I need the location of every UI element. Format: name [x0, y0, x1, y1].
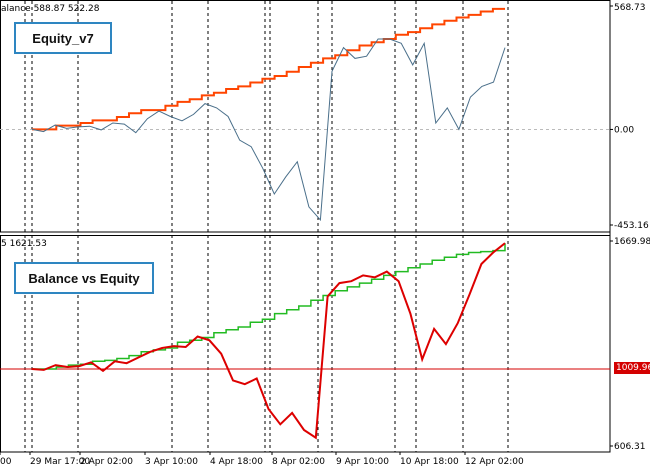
series-layer — [31, 7, 506, 440]
bottom-max-label: 1669.98 — [614, 237, 650, 247]
x-axis-label-8: 12 Apr 02:00 — [465, 457, 524, 467]
top-balance-line — [32, 7, 505, 131]
current-value-label: 1009.96 — [614, 362, 650, 374]
bottom-min-label: 606.31 — [614, 442, 646, 452]
axis-layer: alance 588.87 522.28 5 1621.53 568.73 0.00 -… — [0, 3, 650, 467]
bottom-balance-line — [32, 243, 506, 370]
x-axis-label-5: 8 Apr 02:00 — [272, 457, 325, 467]
x-axis-label-7: 10 Apr 18:00 — [400, 457, 459, 467]
balance-vs-equity-badge: Balance vs Equity — [14, 262, 154, 294]
top-zero-label: 0.00 — [614, 125, 634, 135]
top-min-label: -453.16 — [614, 221, 649, 231]
x-axis-label-3: 3 Apr 10:00 — [145, 457, 198, 467]
top-equity-line — [31, 38, 506, 222]
equity-v7-badge-label: Equity_v7 — [32, 30, 94, 46]
x-axis-label-0: 00 — [0, 457, 12, 467]
x-axis-label-1: 29 Mar 17:00 — [30, 457, 90, 467]
balance-vs-equity-badge-label: Balance vs Equity — [28, 270, 140, 286]
top-max-label: 568.73 — [614, 3, 646, 13]
x-axis-label-2: 2 Apr 02:00 — [80, 457, 133, 467]
top-panel-header: alance 588.87 522.28 — [1, 4, 100, 14]
current-value-text: 1009.96 — [616, 363, 650, 373]
x-axis-label-4: 4 Apr 18:00 — [210, 457, 263, 467]
x-axis-label-6: 9 Apr 10:00 — [336, 457, 389, 467]
bottom-equity-line — [31, 242, 506, 440]
equity-v7-badge: Equity_v7 — [14, 22, 112, 54]
grid-layer — [0, 0, 611, 453]
bottom-panel-header: 5 1621.53 — [1, 239, 47, 249]
